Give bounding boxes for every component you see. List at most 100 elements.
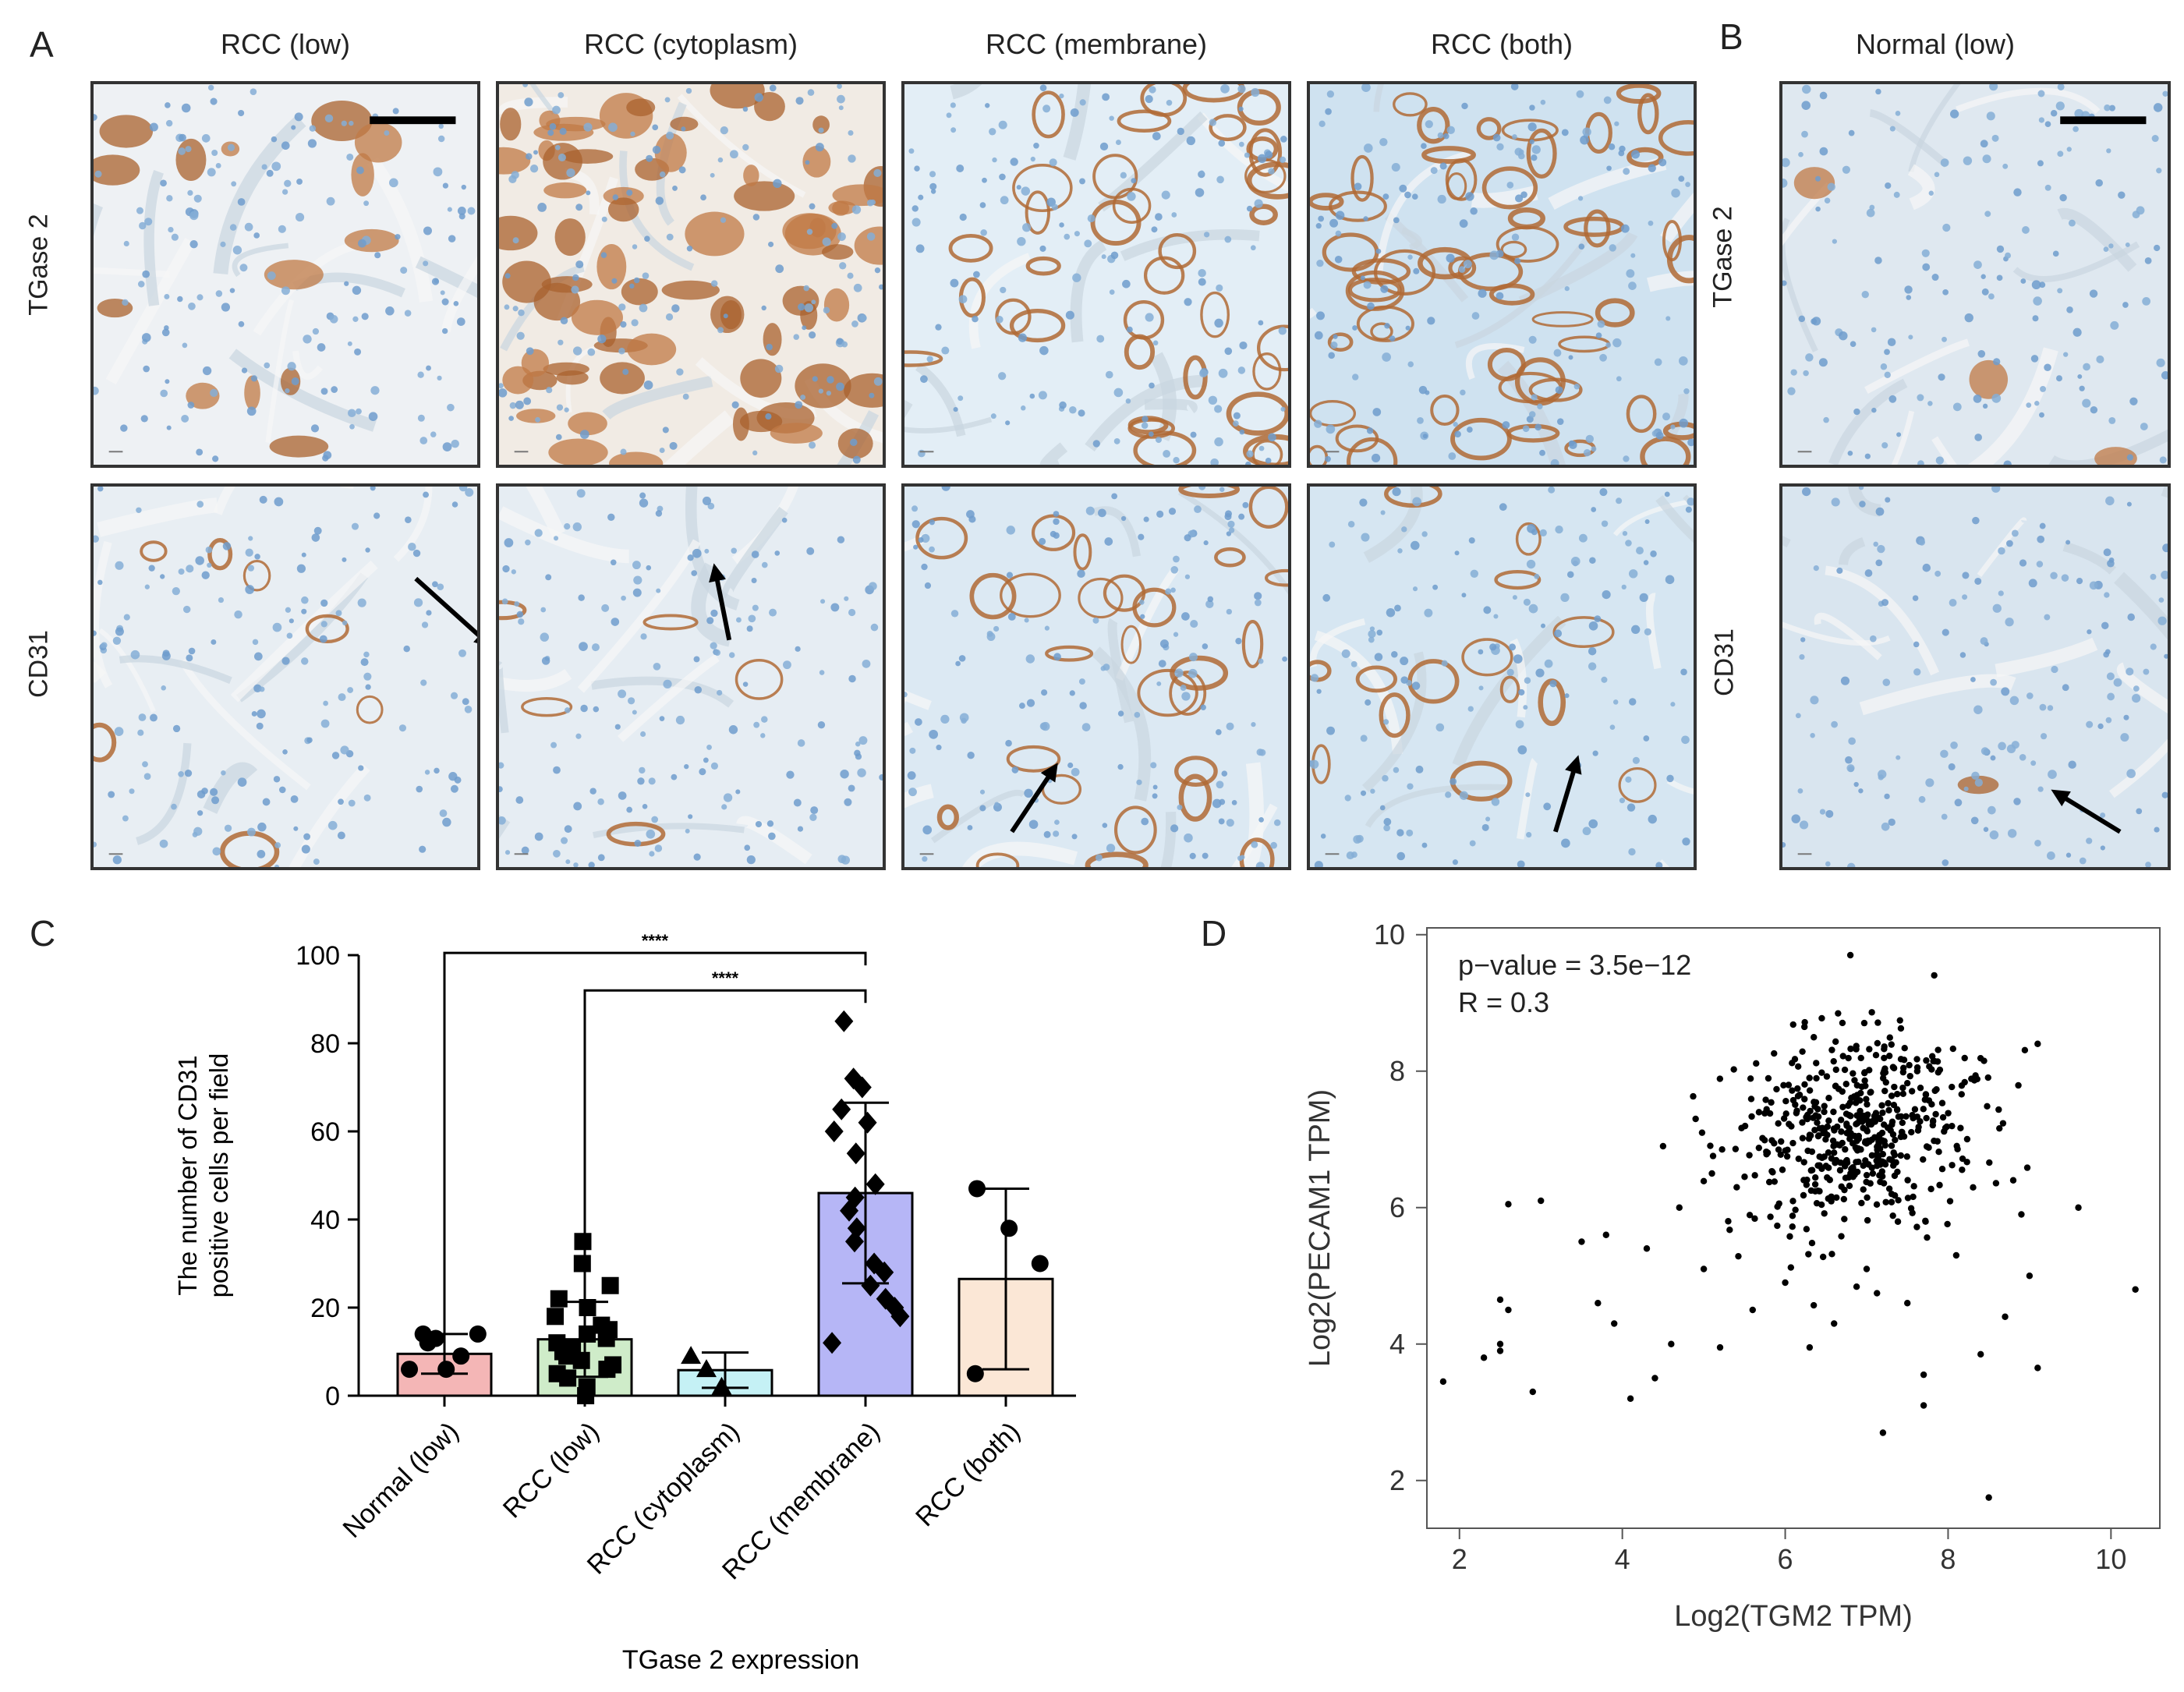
scatter-point xyxy=(1898,1128,1906,1136)
scatter-point xyxy=(1789,1087,1796,1094)
scatter-point xyxy=(1496,1347,1504,1354)
scatter-point xyxy=(1845,1102,1852,1110)
scatter-point xyxy=(1899,1119,1906,1127)
scatter-point xyxy=(1874,1143,1881,1150)
scatter-point xyxy=(1894,1090,1901,1098)
scatter-point xyxy=(1800,1191,1807,1199)
scatter-point xyxy=(1861,1077,1868,1085)
scatter-point xyxy=(1812,1112,1819,1119)
significance-bracket xyxy=(443,951,867,1334)
scatter-point xyxy=(1735,1252,1742,1260)
data-point xyxy=(469,1325,487,1343)
data-point xyxy=(414,1325,432,1343)
scatter-point xyxy=(1805,1251,1812,1258)
scatter-point xyxy=(1913,1223,1920,1230)
panel-label-c: C xyxy=(30,913,56,954)
scatter-point xyxy=(1853,1112,1860,1119)
scatter-point xyxy=(1804,1147,1811,1155)
scatter-point xyxy=(2026,1273,2034,1280)
y-tick-label: 40 xyxy=(310,1205,340,1235)
scatter-point xyxy=(1881,1121,1888,1128)
scatter-point xyxy=(1811,1181,1819,1188)
scatter-point xyxy=(1774,1203,1781,1210)
scatter-point xyxy=(1841,1163,1849,1170)
scatter-point xyxy=(1860,1162,1867,1170)
scatter-point xyxy=(2018,1211,2025,1218)
scatter-point xyxy=(1496,1296,1504,1304)
scatter-point xyxy=(1842,1145,1849,1153)
scatter-point xyxy=(1888,1198,1896,1205)
scatter-point xyxy=(1874,1019,1881,1026)
column-title-normal-low: Normal (low) xyxy=(1855,28,2015,60)
x-tick-label: Normal (low) xyxy=(338,1417,465,1544)
x-tick-label: 2 xyxy=(1452,1543,1467,1575)
scatter-point xyxy=(2009,1177,2017,1184)
scatter-point xyxy=(1984,1103,1991,1110)
micrograph-rcc-cytoplasm-tgase2 xyxy=(496,81,886,468)
scatter-point xyxy=(1895,1197,1902,1204)
scatter-point xyxy=(1897,1152,1904,1159)
scatter-point xyxy=(1816,1188,1823,1195)
scatter-point xyxy=(1821,1127,1828,1135)
scatter-point xyxy=(1789,1212,1796,1219)
scatter-point xyxy=(1789,1198,1796,1205)
data-point xyxy=(1000,1219,1018,1237)
scatter-point xyxy=(1505,1201,1512,1208)
scatter-point xyxy=(1929,1121,1936,1129)
scatter-point xyxy=(1538,1197,1545,1205)
data-point xyxy=(573,1255,591,1273)
micrograph-rcc-membrane-tgase2 xyxy=(901,81,1291,468)
y-tick-label: 20 xyxy=(310,1294,340,1323)
scatter-point xyxy=(1849,1070,1857,1077)
scatter-point xyxy=(1800,1104,1807,1111)
scatter-point xyxy=(1811,1034,1818,1041)
scatter-point xyxy=(1849,1164,1856,1172)
scatter-point xyxy=(1830,1108,1837,1116)
scatter-point xyxy=(1773,1085,1780,1093)
scatter-point xyxy=(1835,1085,1842,1092)
y-tick-label: 10 xyxy=(1374,919,1405,950)
scatter-point xyxy=(1778,1138,1785,1145)
scatter-point xyxy=(1917,1118,1924,1125)
scatter-point xyxy=(1945,1110,1952,1117)
column-title-rcc-low: RCC (low) xyxy=(221,28,350,60)
scatter-point xyxy=(1834,1141,1841,1148)
y-axis-label: Log2(PECAM1 TPM) xyxy=(1304,1089,1336,1367)
scatter-point xyxy=(1851,1077,1858,1084)
data-point xyxy=(858,1111,877,1134)
scatter-point xyxy=(1789,1096,1797,1104)
scatter-point xyxy=(1899,1084,1906,1092)
scatter-point xyxy=(1863,1096,1870,1103)
scatter-point xyxy=(1766,1110,1774,1117)
scatter-point xyxy=(1909,1209,1916,1216)
scatter-point xyxy=(1911,1106,1919,1113)
scatter-point xyxy=(1885,1052,1893,1060)
data-point xyxy=(711,1376,732,1395)
scatter-point xyxy=(1881,1046,1888,1053)
scatter-point xyxy=(1833,1194,1840,1202)
scatter-point xyxy=(2132,1286,2139,1293)
data-point xyxy=(696,1359,717,1378)
scatter-point xyxy=(1833,1123,1841,1131)
stat-annotation: R = 0.3 xyxy=(1458,986,1549,1018)
scatter-point xyxy=(1828,1251,1835,1258)
scatter-point xyxy=(1692,1115,1699,1123)
y-tick-label: 80 xyxy=(310,1029,340,1059)
scatter-point xyxy=(1888,1191,1896,1198)
data-point xyxy=(844,1067,863,1090)
scatter-point xyxy=(1931,972,1938,979)
scatter-point xyxy=(1801,1018,1808,1026)
scatter-plot-pecam1-tgm2: 2 4 6 8 10 2 4 6 8 10 Log2(TGM2 TPM) Log2(PECAM1 TP… xyxy=(1304,919,2161,1633)
scatter-point xyxy=(1873,1201,1881,1209)
scatter-point xyxy=(1889,1212,1896,1219)
micrograph-rcc-both-tgase2 xyxy=(1307,81,1697,468)
scatter-point xyxy=(1595,1300,1602,1307)
scatter-point xyxy=(1866,1067,1873,1074)
scatter-point xyxy=(1818,1069,1825,1076)
scatter-point xyxy=(1888,1041,1895,1048)
scatter-point xyxy=(1853,1042,1860,1050)
scatter-point xyxy=(1936,1181,1943,1189)
scatter-point xyxy=(1846,1124,1853,1132)
scatter-point xyxy=(1922,1091,1930,1098)
data-point xyxy=(579,1325,596,1343)
